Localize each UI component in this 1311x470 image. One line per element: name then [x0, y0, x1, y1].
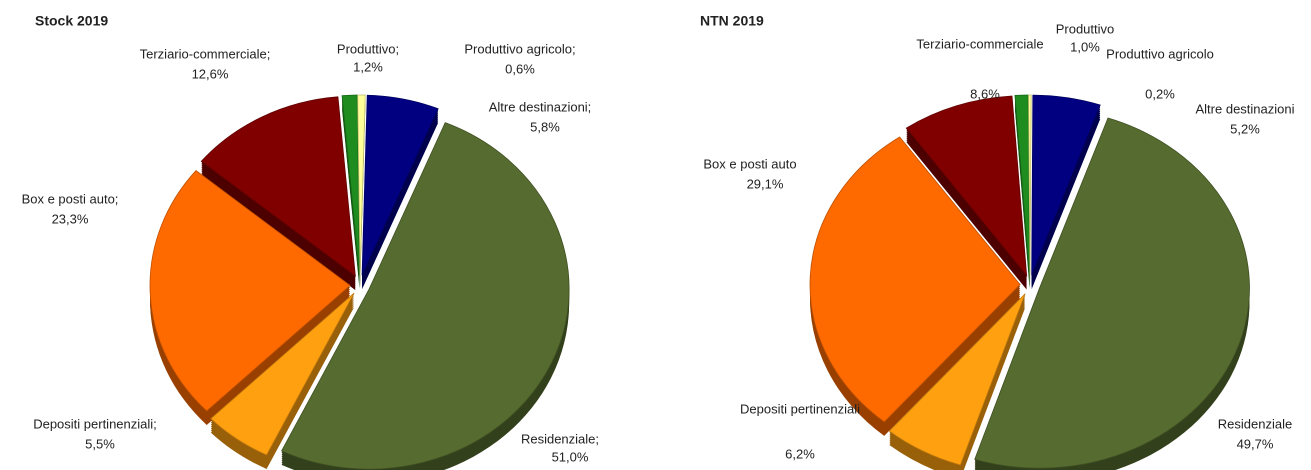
slice-label: Altre destinazioni; — [489, 99, 592, 114]
slice-label: Terziario-commerciale; — [140, 46, 271, 61]
value-label: 0,6% — [505, 61, 535, 76]
value-label: 5,8% — [530, 119, 560, 134]
slice — [974, 117, 1250, 469]
slice-label: Box e posti auto — [703, 156, 796, 171]
value-label: 5,2% — [1230, 121, 1260, 136]
slice — [1028, 94, 1032, 276]
slice — [809, 136, 1021, 423]
slice-label: Residenziale — [1218, 416, 1292, 431]
slice — [1031, 94, 1101, 276]
slice — [357, 94, 366, 276]
slice-label: Produttivo — [1056, 21, 1115, 36]
chart-title: NTN 2019 — [700, 13, 764, 29]
slice-label: Terziario-commerciale — [916, 36, 1043, 51]
slice — [341, 94, 360, 276]
slice-label: Produttivo; — [337, 41, 399, 56]
slice-label: Produttivo agricolo; — [464, 41, 575, 56]
value-label: 49,7% — [1237, 436, 1274, 451]
slice — [281, 122, 570, 470]
slice-label: Altre destinazioni — [1196, 101, 1295, 116]
slice — [361, 94, 439, 276]
slice-label: Depositi pertinenziali; — [33, 416, 157, 431]
slice — [210, 292, 355, 456]
value-label: 5,5% — [85, 436, 115, 451]
value-label: 1,2% — [353, 59, 383, 74]
slice-label: Produttivo agricolo — [1106, 46, 1214, 61]
slice-label: Residenziale; — [521, 431, 599, 446]
slice — [200, 96, 356, 278]
value-label: 6,2% — [785, 446, 815, 461]
slice — [149, 170, 351, 412]
chart-title: Stock 2019 — [35, 13, 108, 29]
value-label: 12,6% — [192, 66, 229, 81]
value-label: 8,6% — [970, 86, 1000, 101]
value-label: 1,0% — [1070, 39, 1100, 54]
value-label: 29,1% — [747, 176, 784, 191]
value-label: 23,3% — [52, 211, 89, 226]
value-label: 0,2% — [1145, 86, 1175, 101]
slice-label: Depositi pertinenziali — [740, 401, 860, 416]
slice-label: Box e posti auto; — [22, 191, 119, 206]
slice — [905, 95, 1028, 277]
slice — [888, 293, 1026, 466]
value-label: 51,0% — [552, 449, 589, 464]
